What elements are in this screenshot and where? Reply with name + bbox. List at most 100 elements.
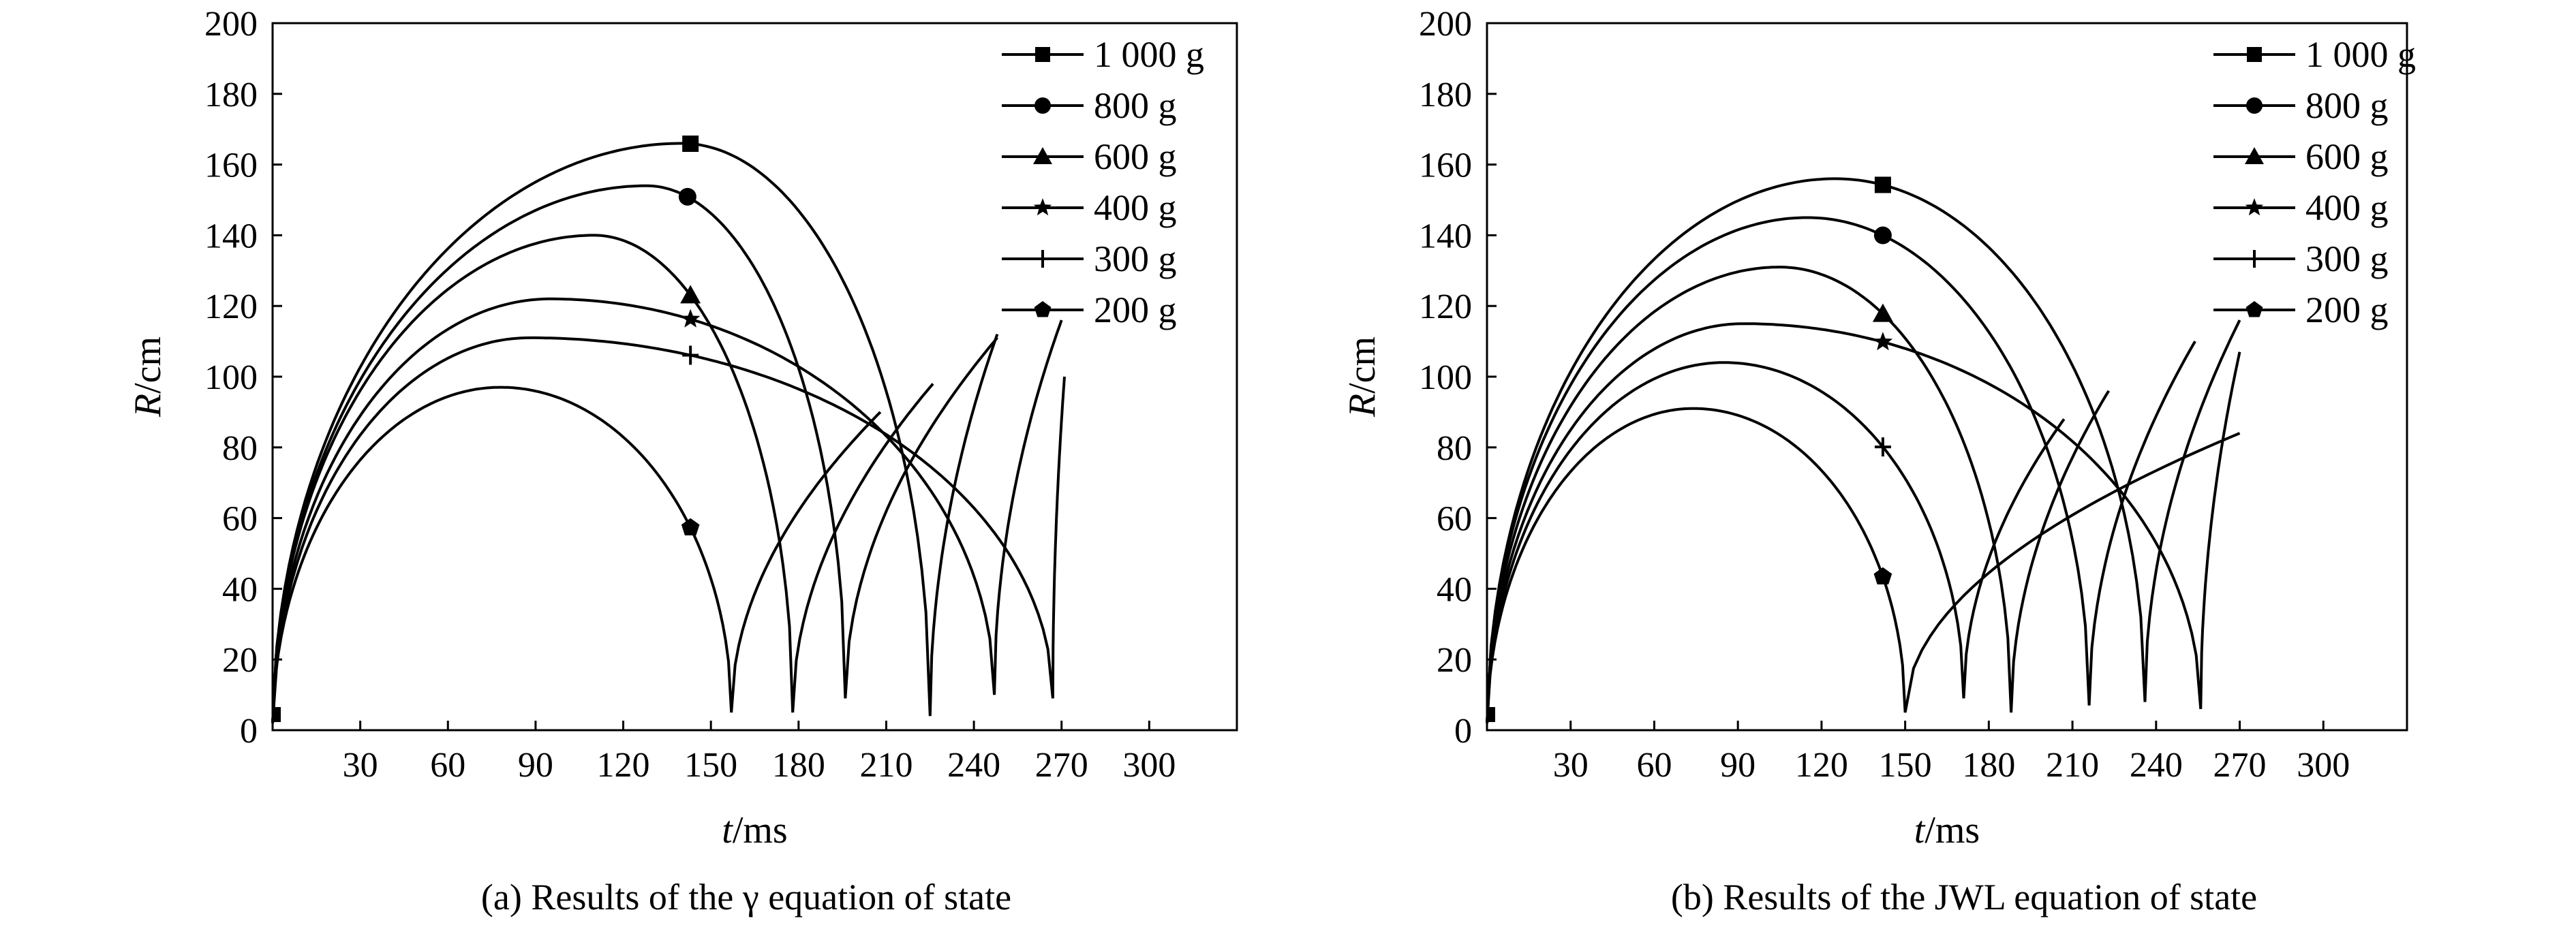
legend-marker (2247, 47, 2262, 62)
y-tick-label: 120 (1419, 287, 1472, 326)
origin-marker (274, 707, 281, 723)
x-tick-label: 90 (1720, 746, 1755, 785)
x-tick-label: 150 (684, 746, 737, 785)
legend-entry: 400 g (2213, 187, 2389, 228)
series-line-600g (271, 234, 934, 723)
panel-caption: (b) Results of the JWL equation of state (1671, 877, 2257, 918)
series-line-1000g (271, 142, 999, 723)
series-line-200g (271, 386, 882, 723)
legend-label: 800 g (1094, 85, 1177, 126)
x-tick-label: 120 (1795, 746, 1848, 785)
series-line-300g (271, 336, 1066, 723)
legend-marker (2245, 198, 2264, 216)
y-tick-label: 200 (1419, 5, 1472, 44)
series-marker-300g (682, 345, 699, 365)
series-line-200g (1486, 407, 2241, 723)
legend-label: 800 g (2305, 85, 2389, 126)
legend-label: 600 g (2305, 136, 2389, 177)
y-tick-label: 60 (222, 500, 258, 539)
x-tick-label: 180 (772, 746, 825, 785)
y-tick-label: 180 (204, 76, 258, 114)
x-tick-label: 30 (1553, 746, 1589, 785)
y-tick-label: 80 (222, 429, 258, 468)
legend-marker (2246, 97, 2263, 114)
legend-marker (1035, 250, 1050, 268)
legend-entry: 600 g (1002, 136, 1177, 177)
x-tick-label: 240 (2130, 746, 2183, 785)
legend-marker (1033, 198, 1052, 216)
y-tick-label: 180 (1419, 76, 1472, 114)
legend-marker (2245, 301, 2263, 317)
legend-label: 300 g (2305, 238, 2389, 279)
legend-label: 1 000 g (1094, 34, 1204, 75)
y-axis-label: R/cm (127, 336, 169, 418)
x-axis-label: t/ms (722, 809, 787, 851)
y-tick-label: 200 (204, 5, 258, 44)
x-tick-label: 60 (1636, 746, 1672, 785)
series-marker-400g (1873, 332, 1893, 351)
legend-marker (2247, 250, 2262, 268)
y-tick-label: 120 (204, 287, 258, 326)
series-marker-1000g (682, 135, 699, 152)
legend-label: 200 g (1094, 289, 1177, 330)
y-tick-label: 40 (1437, 570, 1472, 609)
y-tick-label: 20 (1437, 641, 1472, 680)
series-line-800g (1486, 216, 2196, 723)
series-line-1000g (1486, 177, 2241, 723)
x-tick-label: 180 (1962, 746, 2015, 785)
legend-marker (1033, 147, 1052, 164)
y-tick-label: 140 (204, 217, 258, 255)
legend-entry: 300 g (2213, 238, 2389, 279)
x-tick-label: 30 (343, 746, 378, 785)
x-tick-label: 270 (2213, 746, 2267, 785)
series-line-400g (1486, 322, 2241, 723)
y-tick-label: 0 (240, 712, 258, 751)
legend-marker (1034, 301, 1052, 317)
legend-label: 600 g (1094, 136, 1177, 177)
x-axis-label: t/ms (1914, 809, 1980, 851)
legend-label: 200 g (2305, 289, 2389, 330)
legend-entry: 1 000 g (2213, 34, 2416, 75)
legend-label: 1 000 g (2305, 34, 2416, 75)
series-marker-800g (1873, 226, 1892, 245)
x-tick-label: 90 (518, 746, 553, 785)
x-tick-label: 150 (1879, 746, 1932, 785)
legend-entry: 600 g (2213, 136, 2389, 177)
legend-entry: 400 g (1002, 187, 1177, 228)
origin-marker (1488, 707, 1495, 723)
legend-label: 400 g (2305, 187, 2389, 228)
legend-entry: 1 000 g (1002, 34, 1204, 75)
series-marker-600g (680, 285, 701, 304)
x-tick-label: 60 (430, 746, 465, 785)
x-tick-label: 300 (1122, 746, 1176, 785)
chart-panel-b: 0 20 40 60 80 100 120 140 160 180 200 30 60 90 120 150 1… (1341, 5, 2416, 918)
y-tick-label: 60 (1437, 500, 1472, 539)
legend-entry: 800 g (2213, 85, 2389, 126)
x-tick-label: 210 (2046, 746, 2099, 785)
y-tick-label: 40 (222, 570, 258, 609)
legend-label: 400 g (1094, 187, 1177, 228)
plot-frame (1486, 22, 2408, 732)
y-tick-label: 100 (1419, 358, 1472, 397)
y-tick-label: 140 (1419, 217, 1472, 255)
y-axis-label: R/cm (1341, 336, 1383, 418)
y-tick-label: 20 (222, 641, 258, 680)
y-tick-label: 0 (1454, 712, 1472, 751)
legend-entry: 300 g (1002, 238, 1177, 279)
x-tick-label: 210 (859, 746, 913, 785)
x-tick-label: 120 (597, 746, 650, 785)
series-marker-1000g (1874, 176, 1891, 193)
series-line-800g (271, 184, 998, 723)
x-tick-label: 270 (1035, 746, 1088, 785)
series-marker-200g (681, 518, 700, 535)
series-line-400g (271, 297, 1063, 723)
panel-caption: (a) Results of the γ equation of state (481, 877, 1011, 918)
x-tick-label: 300 (2297, 746, 2350, 785)
series-marker-600g (1872, 303, 1893, 322)
series-marker-200g (1873, 567, 1892, 584)
series-marker-800g (678, 187, 696, 206)
legend-label: 300 g (1094, 238, 1177, 279)
series-line-600g (1486, 266, 2111, 723)
series-marker-300g (1874, 437, 1891, 457)
